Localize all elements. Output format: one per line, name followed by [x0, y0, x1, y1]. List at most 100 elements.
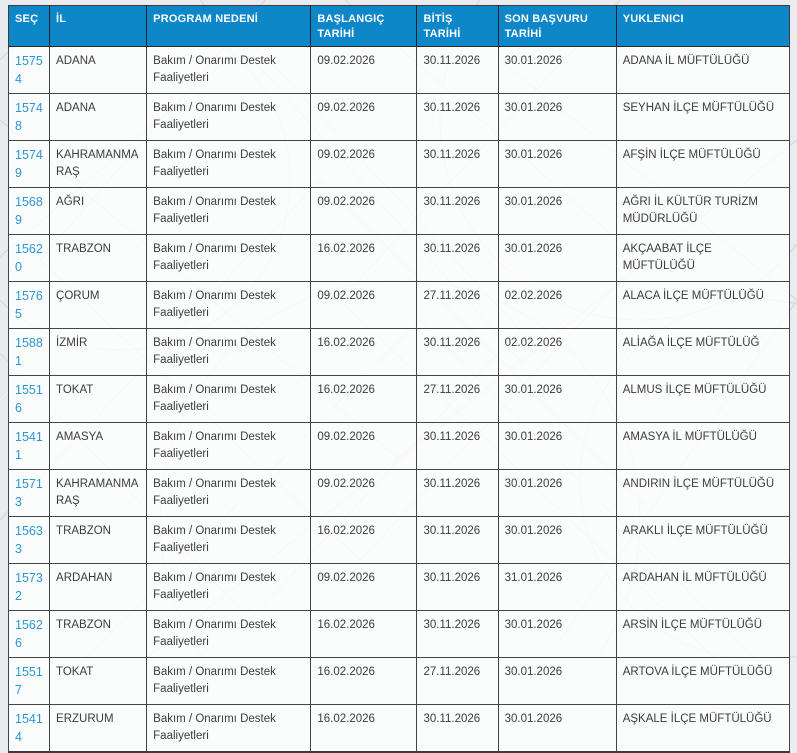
- cell-program: Bakım / Onarımı Destek Faaliyetleri: [146, 657, 312, 705]
- cell-yuklenici: ALİAĞA İLÇE MÜFTÜLÜĞ: [615, 328, 791, 376]
- header-sec: SEÇ: [8, 5, 51, 47]
- cell-sec: 15754: [7, 46, 51, 94]
- cell-son-basvuru: 30.01.2026: [497, 469, 617, 517]
- table-row: 15517 TOKAT Bakım / Onarımı Destek Faali…: [7, 657, 791, 705]
- table-row: 15754 ADANA Bakım / Onarımı Destek Faali…: [7, 46, 791, 94]
- cell-sec: 15411: [7, 422, 51, 470]
- cell-bitis: 30.11.2026: [416, 328, 499, 376]
- cell-sec: 15516: [7, 375, 51, 423]
- cell-bitis: 30.11.2026: [416, 704, 499, 753]
- cell-bitis: 30.11.2026: [416, 563, 499, 611]
- cell-yuklenici: ADANA İL MÜFTÜLÜĞÜ: [615, 46, 791, 94]
- table-row: 15749 KAHRAMANMARAŞ Bakım / Onarımı Dest…: [7, 140, 791, 188]
- cell-son-basvuru: 30.01.2026: [497, 610, 617, 658]
- cell-bitis: 30.11.2026: [416, 610, 499, 658]
- sec-link[interactable]: 15633: [15, 524, 43, 556]
- cell-il: ÇORUM: [49, 281, 148, 329]
- table-row: 15411 AMASYA Bakım / Onarımı Destek Faal…: [7, 422, 791, 470]
- cell-baslangic: 09.02.2026: [310, 422, 418, 470]
- cell-sec: 15517: [7, 657, 51, 705]
- cell-yuklenici: ALMUS İLÇE MÜFTÜLÜĞÜ: [615, 375, 791, 423]
- cell-son-basvuru: 02.02.2026: [497, 328, 617, 376]
- cell-sec: 15689: [7, 187, 51, 235]
- cell-baslangic: 16.02.2026: [310, 610, 418, 658]
- table-row: 15633 TRABZON Bakım / Onarımı Destek Faa…: [7, 516, 791, 564]
- cell-yuklenici: AMASYA İL MÜFTÜLÜĞÜ: [615, 422, 791, 470]
- cell-son-basvuru: 30.01.2026: [497, 93, 617, 141]
- sec-link[interactable]: 15517: [15, 665, 43, 697]
- cell-yuklenici: SEYHAN İLÇE MÜFTÜLÜĞÜ: [615, 93, 791, 141]
- sec-link[interactable]: 15411: [15, 430, 43, 462]
- table-row: 15626 TRABZON Bakım / Onarımı Destek Faa…: [7, 610, 791, 658]
- cell-program: Bakım / Onarımı Destek Faaliyetleri: [146, 328, 312, 376]
- sec-link[interactable]: 15881: [15, 336, 43, 368]
- header-son-basvuru: SON BAŞVURU TARİHİ: [498, 5, 617, 47]
- cell-il: TOKAT: [49, 375, 148, 423]
- table-row: 15516 TOKAT Bakım / Onarımı Destek Faali…: [7, 375, 791, 423]
- cell-il: KAHRAMANMARAŞ: [49, 469, 148, 517]
- cell-program: Bakım / Onarımı Destek Faaliyetleri: [146, 93, 312, 141]
- table-header: SEÇ İL PROGRAM NEDENİ BAŞLANGIÇ TARİHİ B…: [8, 5, 790, 47]
- cell-il: KAHRAMANMARAŞ: [49, 140, 148, 188]
- cell-yuklenici: ALACA İLÇE MÜFTÜLÜĞÜ: [615, 281, 791, 329]
- cell-son-basvuru: 31.01.2026: [497, 563, 617, 611]
- header-program: PROGRAM NEDENİ: [146, 5, 312, 47]
- cell-son-basvuru: 02.02.2026: [497, 281, 617, 329]
- sec-link[interactable]: 15620: [15, 242, 43, 274]
- cell-son-basvuru: 30.01.2026: [497, 704, 617, 753]
- sec-link[interactable]: 15749: [15, 148, 43, 180]
- cell-il: AMASYA: [49, 422, 148, 470]
- cell-baslangic: 16.02.2026: [310, 516, 418, 564]
- table-row: 15732 ARDAHAN Bakım / Onarımı Destek Faa…: [7, 563, 791, 611]
- sec-link[interactable]: 15765: [15, 289, 43, 321]
- sec-link[interactable]: 15414: [15, 712, 43, 744]
- cell-baslangic: 16.02.2026: [310, 375, 418, 423]
- cell-son-basvuru: 30.01.2026: [497, 422, 617, 470]
- cell-son-basvuru: 30.01.2026: [497, 46, 617, 94]
- cell-sec: 15620: [7, 234, 51, 282]
- cell-bitis: 30.11.2026: [416, 46, 499, 94]
- sec-link[interactable]: 15713: [15, 477, 43, 509]
- cell-program: Bakım / Onarımı Destek Faaliyetleri: [146, 234, 312, 282]
- cell-il: ADANA: [49, 46, 148, 94]
- cell-baslangic: 09.02.2026: [310, 469, 418, 517]
- cell-program: Bakım / Onarımı Destek Faaliyetleri: [146, 187, 312, 235]
- sec-link[interactable]: 15516: [15, 383, 43, 415]
- cell-yuklenici: AKÇAABAT İLÇE MÜFTÜLÜĞÜ: [615, 234, 791, 282]
- cell-program: Bakım / Onarımı Destek Faaliyetleri: [146, 704, 312, 753]
- sec-link[interactable]: 15754: [15, 54, 43, 86]
- cell-sec: 15881: [7, 328, 51, 376]
- table-row: 15689 AĞRI Bakım / Onarımı Destek Faaliy…: [7, 187, 791, 235]
- cell-bitis: 30.11.2026: [416, 140, 499, 188]
- table-body: 15754 ADANA Bakım / Onarımı Destek Faali…: [7, 46, 791, 753]
- cell-il: İZMİR: [49, 328, 148, 376]
- sec-link[interactable]: 15748: [15, 101, 43, 133]
- cell-yuklenici: ARTOVA İLÇE MÜFTÜLÜĞÜ: [615, 657, 791, 705]
- cell-yuklenici: AĞRI İL KÜLTÜR TURİZM MÜDÜRLÜĞÜ: [615, 187, 791, 235]
- cell-program: Bakım / Onarımı Destek Faaliyetleri: [146, 375, 312, 423]
- cell-bitis: 30.11.2026: [416, 187, 499, 235]
- cell-baslangic: 16.02.2026: [310, 328, 418, 376]
- sec-link[interactable]: 15732: [15, 571, 43, 603]
- cell-son-basvuru: 30.01.2026: [497, 187, 617, 235]
- table-row: 15765 ÇORUM Bakım / Onarımı Destek Faali…: [7, 281, 791, 329]
- cell-bitis: 27.11.2026: [416, 657, 499, 705]
- sec-link[interactable]: 15689: [15, 195, 43, 227]
- cell-program: Bakım / Onarımı Destek Faaliyetleri: [146, 422, 312, 470]
- table-row: 15620 TRABZON Bakım / Onarımı Destek Faa…: [7, 234, 791, 282]
- cell-yuklenici: AFŞİN İLÇE MÜFTÜLÜĞÜ: [615, 140, 791, 188]
- cell-son-basvuru: 30.01.2026: [497, 140, 617, 188]
- cell-baslangic: 09.02.2026: [310, 46, 418, 94]
- sec-link[interactable]: 15626: [15, 618, 43, 650]
- cell-bitis: 30.11.2026: [416, 516, 499, 564]
- cell-program: Bakım / Onarımı Destek Faaliyetleri: [146, 469, 312, 517]
- cell-bitis: 27.11.2026: [416, 375, 499, 423]
- header-row: SEÇ İL PROGRAM NEDENİ BAŞLANGIÇ TARİHİ B…: [8, 5, 790, 47]
- cell-program: Bakım / Onarımı Destek Faaliyetleri: [146, 563, 312, 611]
- cell-il: AĞRI: [49, 187, 148, 235]
- cell-baslangic: 09.02.2026: [310, 187, 418, 235]
- table-row: 15881 İZMİR Bakım / Onarımı Destek Faali…: [7, 328, 791, 376]
- cell-son-basvuru: 30.01.2026: [497, 234, 617, 282]
- cell-il: TOKAT: [49, 657, 148, 705]
- cell-baslangic: 09.02.2026: [310, 93, 418, 141]
